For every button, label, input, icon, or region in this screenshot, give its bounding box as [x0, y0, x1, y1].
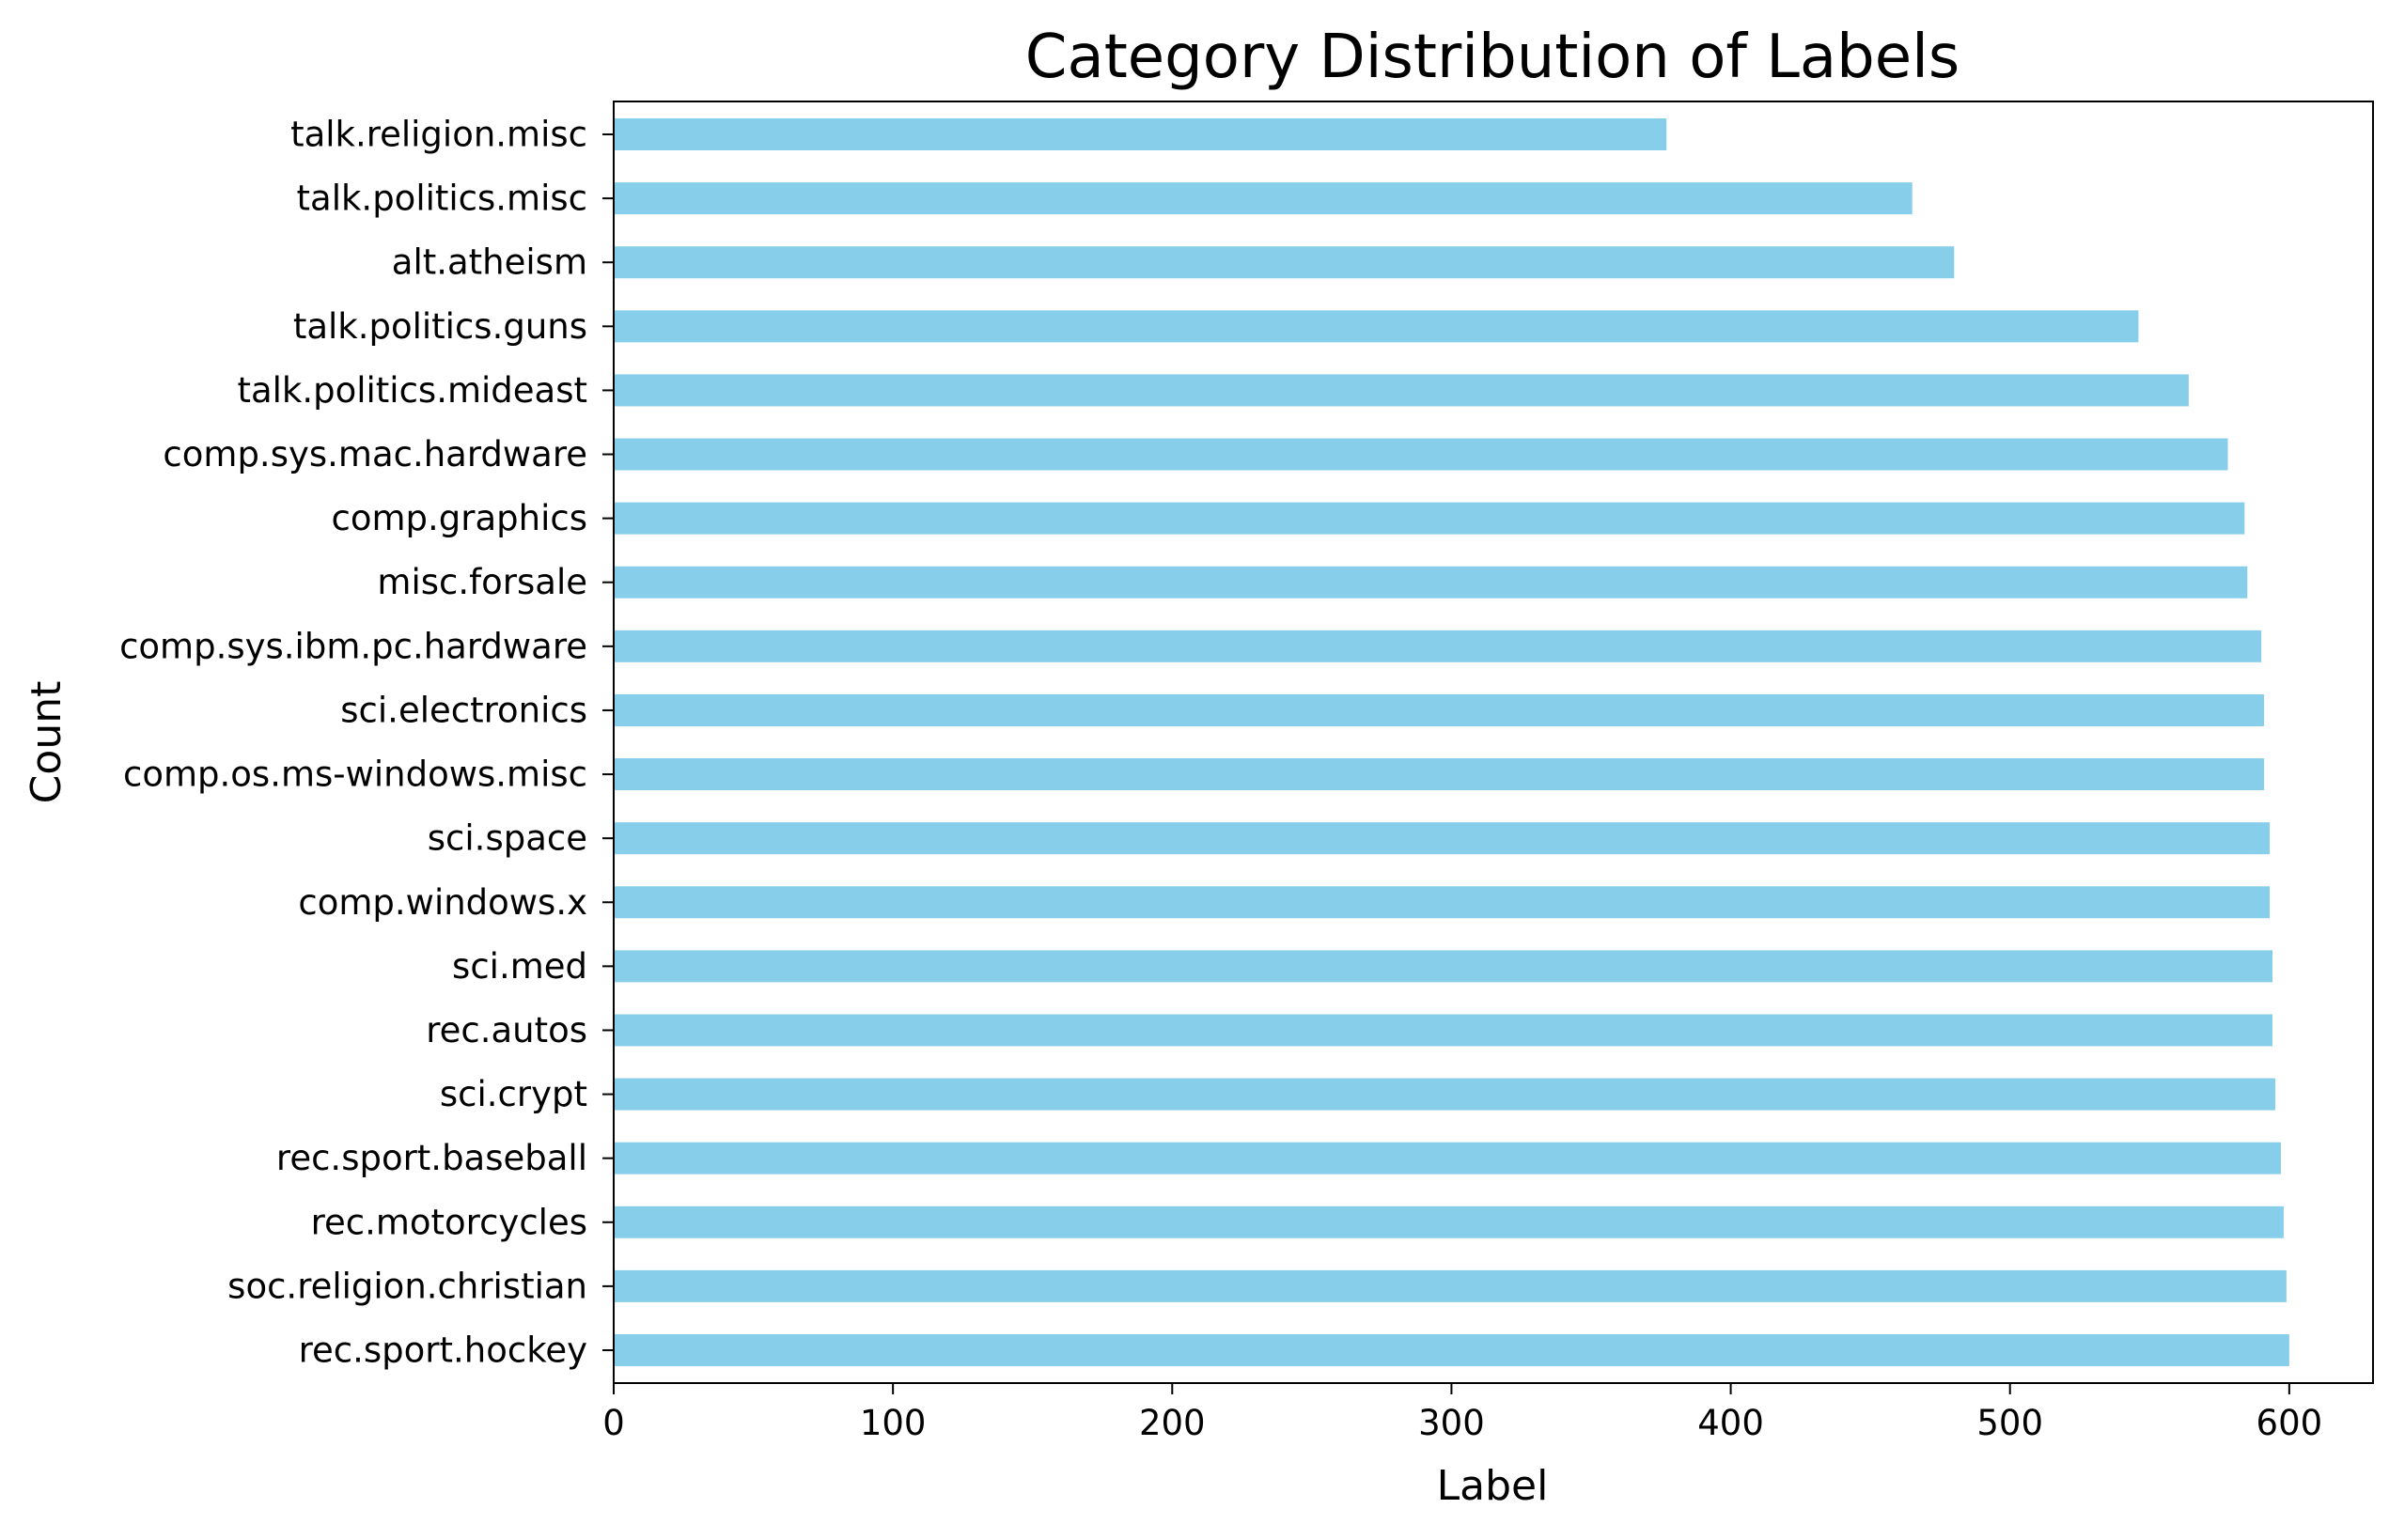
- bar-talk-politics-misc: [614, 182, 1913, 215]
- bar-comp-sys-ibm-pc-hardware: [614, 630, 2262, 662]
- bar-talk-religion-misc: [614, 118, 1667, 150]
- y-tick-label: misc.forsale: [377, 562, 587, 602]
- x-tick-label: 0: [602, 1403, 625, 1443]
- y-tick-label: rec.sport.hockey: [299, 1330, 587, 1371]
- y-tick-label: talk.politics.mideast: [237, 370, 587, 411]
- y-tick-label: comp.graphics: [332, 498, 587, 538]
- bar-talk-politics-guns: [614, 310, 2139, 343]
- y-tick-label: comp.sys.mac.hardware: [163, 434, 587, 474]
- chart-title: Category Distribution of Labels: [1025, 23, 1960, 92]
- bar-sci-med: [614, 950, 2273, 983]
- y-axis-label: Count: [23, 681, 70, 804]
- y-tick-label: talk.politics.guns: [293, 306, 587, 347]
- bar-comp-windows-x: [614, 886, 2271, 919]
- y-tick-label: sci.space: [428, 818, 587, 859]
- x-axis-ticks: 0 100 200 300 400 500 600: [602, 1383, 2322, 1443]
- y-tick-label: talk.religion.misc: [290, 115, 587, 155]
- y-tick-label: sci.med: [452, 946, 587, 987]
- x-axis-label: Label: [1437, 1462, 1549, 1510]
- y-tick-label: comp.windows.x: [298, 882, 587, 923]
- y-tick-label: sci.crypt: [440, 1074, 587, 1114]
- x-tick-label: 200: [1139, 1403, 1206, 1443]
- y-tick-label: rec.motorcycles: [311, 1202, 587, 1242]
- y-tick-label: comp.sys.ibm.pc.hardware: [119, 626, 587, 666]
- bar-rec-motorcycles: [614, 1206, 2284, 1238]
- y-tick-label: rec.autos: [426, 1010, 587, 1050]
- bar-rec-autos: [614, 1014, 2273, 1047]
- y-axis-ticks: talk.religion.misc talk.politics.misc alt.…: [119, 115, 614, 1371]
- bar-comp-os-ms-windows-misc: [614, 758, 2265, 791]
- bars: [614, 118, 2289, 1366]
- y-tick-label: rec.sport.baseball: [276, 1138, 587, 1178]
- y-tick-label: comp.os.ms-windows.misc: [123, 754, 587, 795]
- bar-alt-atheism: [614, 246, 1955, 279]
- y-tick-label: alt.atheism: [392, 242, 587, 283]
- bar-comp-graphics: [614, 502, 2245, 535]
- x-tick-label: 600: [2256, 1403, 2323, 1443]
- bar-comp-sys-mac-hardware: [614, 438, 2228, 471]
- bar-rec-sport-hockey: [614, 1334, 2289, 1366]
- x-tick-label: 100: [860, 1403, 927, 1443]
- x-tick-label: 400: [1697, 1403, 1764, 1443]
- bar-sci-electronics: [614, 693, 2265, 726]
- y-tick-label: sci.electronics: [340, 690, 587, 730]
- bar-soc-religion-christian: [614, 1269, 2287, 1302]
- y-tick-label: talk.politics.misc: [297, 179, 587, 219]
- bar-sci-space: [614, 822, 2271, 855]
- bar-sci-crypt: [614, 1078, 2275, 1111]
- x-tick-label: 300: [1418, 1403, 1485, 1443]
- bar-rec-sport-baseball: [614, 1142, 2281, 1174]
- bar-misc-forsale: [614, 566, 2248, 599]
- plot-frame: [613, 101, 2374, 1384]
- bar-talk-politics-mideast: [614, 374, 2189, 407]
- y-tick-label: soc.religion.christian: [227, 1266, 587, 1306]
- x-tick-label: 500: [1976, 1403, 2043, 1443]
